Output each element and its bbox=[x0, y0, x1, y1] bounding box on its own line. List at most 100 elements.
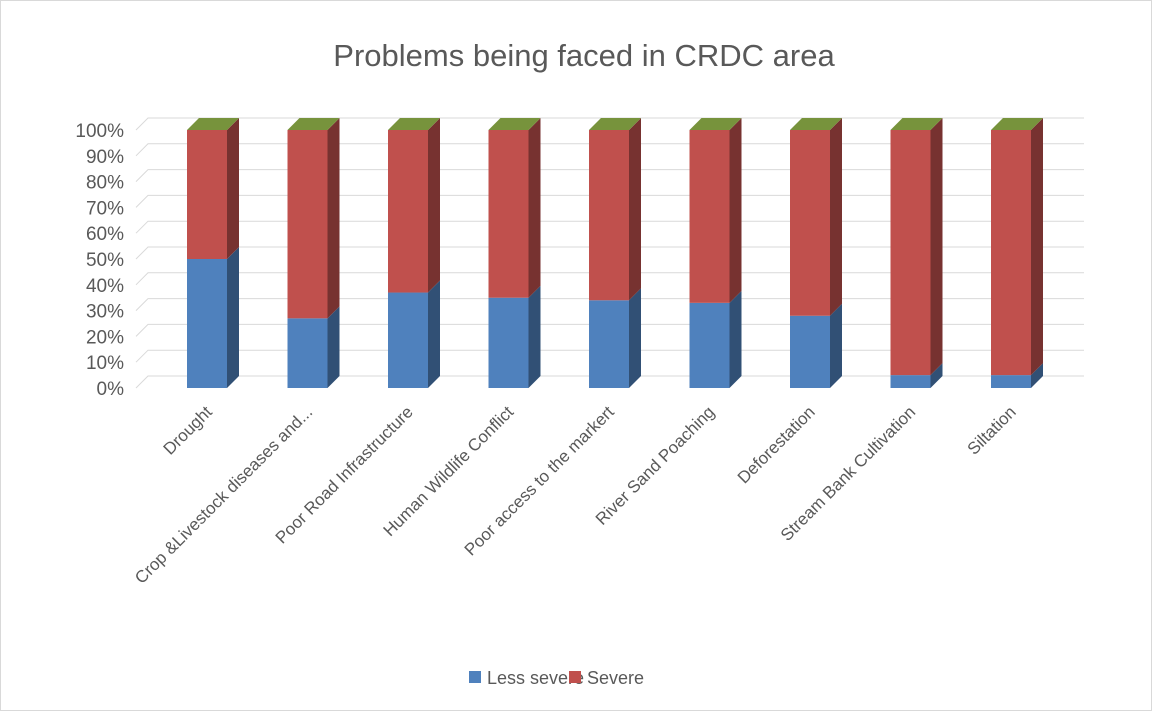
bar-side-less-severe bbox=[528, 285, 541, 388]
bar-top-cap bbox=[689, 118, 742, 130]
y-tick-label: 100% bbox=[75, 121, 124, 142]
bar-segment-severe bbox=[890, 118, 943, 376]
bar-segment-less-severe bbox=[287, 306, 340, 388]
bar-top-cap bbox=[790, 118, 842, 130]
y-tick-label: 60% bbox=[86, 224, 124, 245]
y-tick-label: 20% bbox=[86, 327, 124, 348]
bar-side-less-severe bbox=[327, 306, 340, 388]
bar-side-severe bbox=[629, 118, 641, 301]
bar-side-severe bbox=[428, 118, 440, 293]
bar-segment-less-severe bbox=[689, 290, 742, 388]
gridline bbox=[135, 220, 1084, 234]
y-tick-label: 30% bbox=[86, 302, 124, 323]
bar-front-severe bbox=[287, 130, 328, 319]
bar-segment-severe bbox=[388, 118, 440, 293]
bar-segment-less-severe bbox=[187, 247, 239, 388]
bar-front-less-severe bbox=[589, 300, 629, 388]
bar-front-severe bbox=[991, 130, 1031, 376]
legend-label-severe: Severe bbox=[587, 668, 644, 688]
category-label-drought: Drought bbox=[160, 402, 216, 458]
y-tick-label: 50% bbox=[86, 250, 124, 271]
bar-front-severe bbox=[589, 130, 629, 301]
bar-segment-severe bbox=[991, 118, 1043, 376]
y-tick-label: 0% bbox=[97, 379, 125, 400]
bar-side-severe bbox=[830, 118, 842, 316]
bar-front-less-severe bbox=[287, 318, 328, 388]
legend-swatch-severe bbox=[569, 671, 581, 683]
y-tick-label: 10% bbox=[86, 353, 124, 374]
bar-top-cap bbox=[890, 118, 943, 130]
bar-front-less-severe bbox=[890, 375, 931, 388]
bar-front-less-severe bbox=[187, 259, 227, 388]
gridline bbox=[135, 246, 1084, 260]
bar-side-less-severe bbox=[227, 247, 239, 388]
y-axis-tick-labels: 0% 10% 20% 30% 40% 50% 60% 70% 80% 90% 100% bbox=[75, 121, 124, 400]
bar-front-less-severe bbox=[689, 302, 730, 388]
bar-front-severe bbox=[488, 130, 529, 298]
y-tick-label: 80% bbox=[86, 173, 124, 194]
bar-side-severe bbox=[327, 118, 340, 319]
bar-front-less-severe bbox=[388, 292, 428, 388]
bar-front-severe bbox=[790, 130, 830, 316]
bar-segment-severe bbox=[187, 118, 239, 259]
bar-segment-less-severe bbox=[890, 363, 943, 388]
legend-label-less-severe: Less severe bbox=[487, 668, 584, 688]
bar-side-less-severe bbox=[1031, 363, 1043, 388]
bar-top-cap bbox=[991, 118, 1043, 130]
gridline bbox=[135, 169, 1084, 182]
bar-front-severe bbox=[388, 130, 428, 293]
bars bbox=[187, 118, 1043, 388]
bar-front-less-severe bbox=[991, 375, 1031, 388]
bar-segment-less-severe bbox=[488, 285, 541, 388]
bar-front-severe bbox=[187, 130, 227, 259]
bar-side-severe bbox=[1031, 118, 1043, 376]
bar-side-severe bbox=[528, 118, 541, 298]
bar-top-cap bbox=[287, 118, 340, 130]
y-tick-label: 90% bbox=[86, 147, 124, 168]
bar-segment-less-severe bbox=[589, 288, 641, 388]
bar-front-less-severe bbox=[790, 315, 830, 388]
bar-segment-less-severe bbox=[790, 303, 842, 388]
gridline bbox=[135, 194, 1084, 208]
bar-segment-severe bbox=[790, 118, 842, 316]
gridlines bbox=[135, 117, 1084, 389]
bar-side-less-severe bbox=[629, 288, 641, 388]
bar-side-less-severe bbox=[830, 303, 842, 388]
bar-segment-severe bbox=[689, 118, 742, 303]
gridline bbox=[135, 272, 1084, 286]
bar-segment-severe bbox=[589, 118, 641, 301]
bar-side-severe bbox=[227, 118, 239, 259]
gridline bbox=[135, 117, 1084, 131]
legend-swatch-less-severe bbox=[469, 671, 481, 683]
y-tick-label: 70% bbox=[86, 198, 124, 219]
bar-front-severe bbox=[890, 130, 931, 376]
bar-top-cap bbox=[488, 118, 541, 130]
gridline bbox=[135, 375, 1084, 389]
gridline bbox=[135, 323, 1084, 337]
bar-segment-less-severe bbox=[388, 280, 440, 388]
bar-top-cap bbox=[187, 118, 239, 130]
category-label-deforestation: Deforestation bbox=[734, 402, 819, 487]
gridline bbox=[135, 349, 1084, 363]
bar-side-severe bbox=[729, 118, 742, 303]
category-label-crop-livestock-diseases-and: Crop &Livestock diseases and... bbox=[131, 402, 316, 587]
bar-segment-less-severe bbox=[991, 363, 1043, 388]
bar-front-less-severe bbox=[488, 297, 529, 388]
bar-front-severe bbox=[689, 130, 730, 303]
gridline bbox=[135, 143, 1084, 157]
bar-segment-severe bbox=[488, 118, 541, 298]
bar-segment-severe bbox=[287, 118, 340, 319]
bar-side-less-severe bbox=[930, 363, 943, 388]
bar-side-less-severe bbox=[428, 280, 440, 388]
category-label-siltation: Siltation bbox=[964, 402, 1020, 458]
gridline bbox=[135, 298, 1084, 311]
y-tick-label: 40% bbox=[86, 276, 124, 297]
bar-top-cap bbox=[589, 118, 641, 130]
bar-side-severe bbox=[930, 118, 943, 376]
chart-title: Problems being faced in CRDC area bbox=[333, 38, 835, 73]
bar-side-less-severe bbox=[729, 290, 742, 388]
bar-top-cap bbox=[388, 118, 440, 130]
